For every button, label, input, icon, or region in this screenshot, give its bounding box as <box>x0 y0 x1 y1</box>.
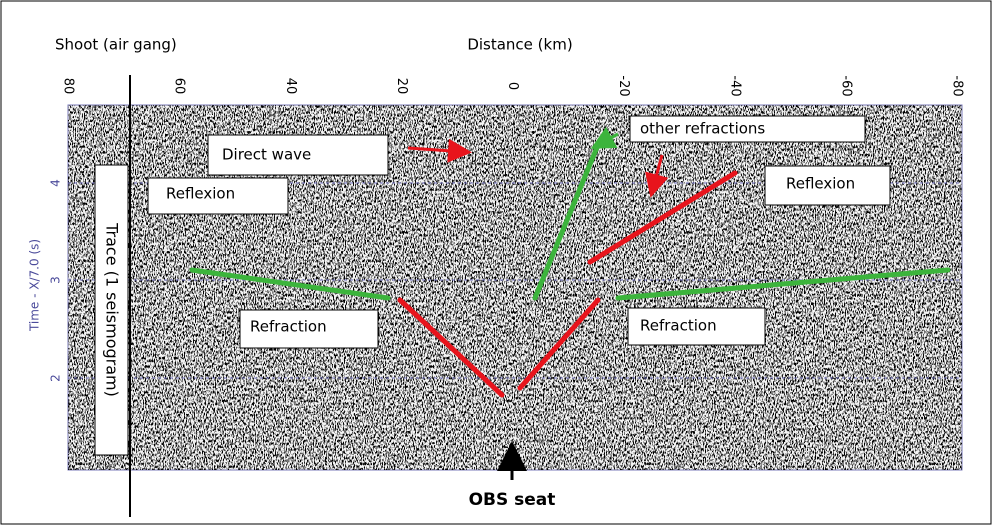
shoot-label: Shoot (air gang) <box>55 36 177 54</box>
x-tick-label: 0 <box>505 82 520 90</box>
x-tick-label: 20 <box>394 78 409 95</box>
x-tick-label: 80 <box>61 78 76 95</box>
x-tick-label: 60 <box>172 78 187 95</box>
annotation: Refraction <box>640 317 717 335</box>
figure: Shoot (air gang) Distance (km) 80 60 40 20 0… <box>0 0 992 525</box>
annotation: Reflexion <box>166 185 235 203</box>
x-tick-label: 40 <box>283 78 298 95</box>
x-tick-label: -80 <box>950 75 965 96</box>
y-tick-label: 2 <box>49 374 63 382</box>
annotation: Direct wave <box>222 146 311 164</box>
x-tick-label: -60 <box>838 75 853 96</box>
annotation: other refractions <box>640 120 765 138</box>
x-tick-label: -40 <box>727 75 742 96</box>
annotation: Reflexion <box>786 175 855 193</box>
seismic-section <box>68 105 962 470</box>
y-tick-label: 3 <box>49 276 63 284</box>
x-tick-label: -20 <box>616 75 631 96</box>
distance-label: Distance (km) <box>467 36 572 54</box>
annotation: OBS seat <box>469 490 556 510</box>
annotation: Refraction <box>250 318 327 336</box>
annotation: Trace (1 seismogram) <box>103 222 122 397</box>
y-axis-title: Time - X/7.0 (s) <box>28 239 42 332</box>
y-tick-label: 4 <box>49 179 63 187</box>
